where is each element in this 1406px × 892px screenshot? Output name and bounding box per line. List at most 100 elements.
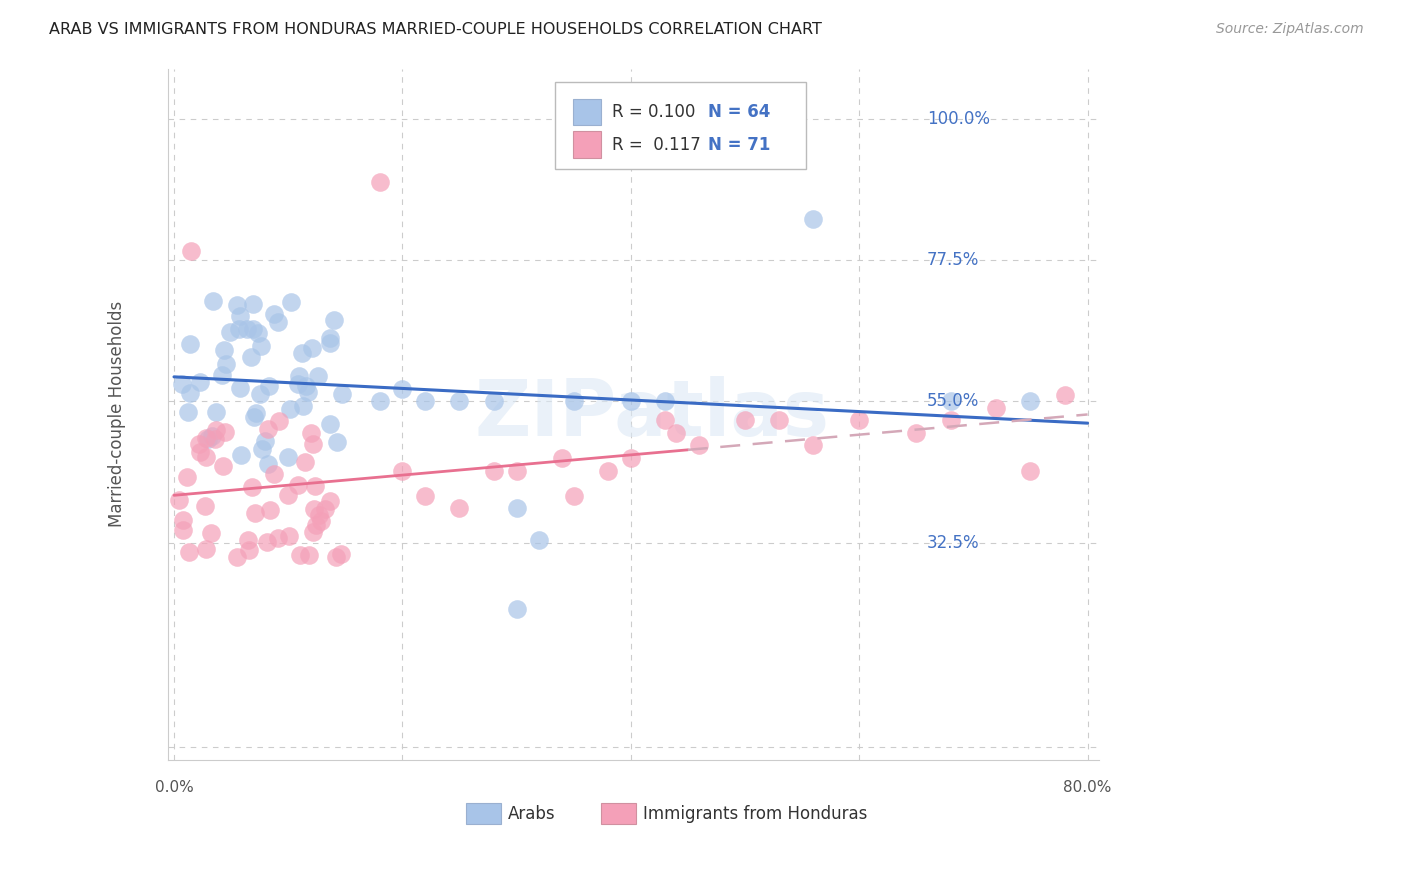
Point (212, 343, 235, 357)
Point (277, 450, 299, 465)
Point (304, 479, 326, 493)
Point (330, 547, 353, 561)
Point (187, 436, 209, 450)
Point (194, 431, 217, 445)
Text: R = 0.100: R = 0.100 (612, 103, 696, 121)
Point (905, 425, 928, 440)
Point (287, 477, 309, 491)
Point (505, 464, 527, 478)
Point (368, 175, 391, 189)
Point (939, 413, 962, 427)
Point (294, 455, 316, 469)
Point (228, 309, 250, 323)
Text: 0.0%: 0.0% (155, 780, 194, 796)
Bar (574, 131, 600, 158)
Point (240, 479, 263, 493)
Point (254, 434, 277, 449)
Point (236, 533, 259, 547)
Bar (574, 99, 600, 125)
Point (292, 399, 315, 413)
Text: 77.5%: 77.5% (927, 252, 979, 269)
Point (229, 381, 252, 395)
Text: ARAB VS IMMIGRANTS FROM HONDURAS MARRIED-COUPLE HOUSEHOLDS CORRELATION CHART: ARAB VS IMMIGRANTS FROM HONDURAS MARRIED… (49, 22, 823, 37)
Point (314, 501, 336, 516)
Point (413, 489, 436, 503)
Text: N = 64: N = 64 (709, 103, 770, 121)
Point (391, 382, 413, 396)
Point (325, 550, 347, 565)
Text: N = 71: N = 71 (709, 136, 770, 153)
Point (768, 413, 790, 427)
Point (228, 322, 250, 336)
Point (319, 493, 342, 508)
Point (482, 394, 505, 409)
Point (278, 529, 301, 543)
Point (267, 315, 290, 329)
Point (449, 394, 471, 409)
Point (226, 550, 249, 565)
Point (288, 368, 311, 383)
Point (302, 437, 325, 451)
Point (231, 448, 253, 462)
Point (299, 425, 322, 440)
Point (654, 394, 676, 409)
Point (180, 244, 202, 258)
Text: Married-couple Households: Married-couple Households (108, 301, 127, 527)
Text: Arabs: Arabs (508, 805, 555, 822)
Point (319, 331, 342, 345)
Point (245, 406, 267, 420)
Point (278, 402, 301, 417)
Text: R =  0.117: R = 0.117 (612, 136, 702, 153)
Point (263, 467, 285, 482)
Point (734, 413, 756, 427)
Point (505, 602, 527, 616)
Point (194, 450, 217, 464)
Point (256, 534, 278, 549)
Point (449, 501, 471, 516)
Point (240, 350, 263, 364)
Text: ZIPatlas: ZIPatlas (475, 376, 830, 452)
Point (529, 533, 551, 547)
Text: 32.5%: 32.5% (927, 533, 980, 552)
Point (620, 394, 643, 409)
FancyBboxPatch shape (554, 82, 806, 169)
Point (302, 501, 325, 516)
Point (188, 445, 211, 459)
Point (215, 357, 238, 371)
Point (318, 335, 340, 350)
Point (688, 438, 710, 452)
Point (179, 385, 201, 400)
Point (654, 413, 676, 427)
Point (259, 502, 281, 516)
Point (167, 492, 190, 507)
Point (319, 417, 342, 432)
Point (249, 387, 271, 401)
Point (177, 545, 200, 559)
Point (205, 405, 228, 419)
Point (188, 375, 211, 389)
Point (391, 464, 413, 478)
Point (243, 410, 266, 425)
Point (205, 424, 228, 438)
Point (257, 421, 280, 435)
Point (302, 524, 325, 539)
Point (194, 500, 217, 514)
Point (848, 413, 870, 427)
Text: Immigrants from Honduras: Immigrants from Honduras (643, 805, 868, 822)
Point (250, 442, 273, 456)
Point (177, 405, 200, 419)
Point (219, 326, 242, 340)
Point (665, 425, 688, 440)
Point (280, 295, 302, 310)
Text: 100.0%: 100.0% (927, 110, 990, 128)
Point (295, 379, 318, 393)
Point (194, 541, 217, 556)
Bar (467, 803, 502, 824)
Text: Source: ZipAtlas.com: Source: ZipAtlas.com (1216, 22, 1364, 37)
Point (562, 489, 585, 503)
Point (238, 542, 260, 557)
Point (256, 457, 278, 471)
Point (308, 508, 330, 522)
Point (277, 488, 299, 502)
Point (505, 501, 527, 516)
